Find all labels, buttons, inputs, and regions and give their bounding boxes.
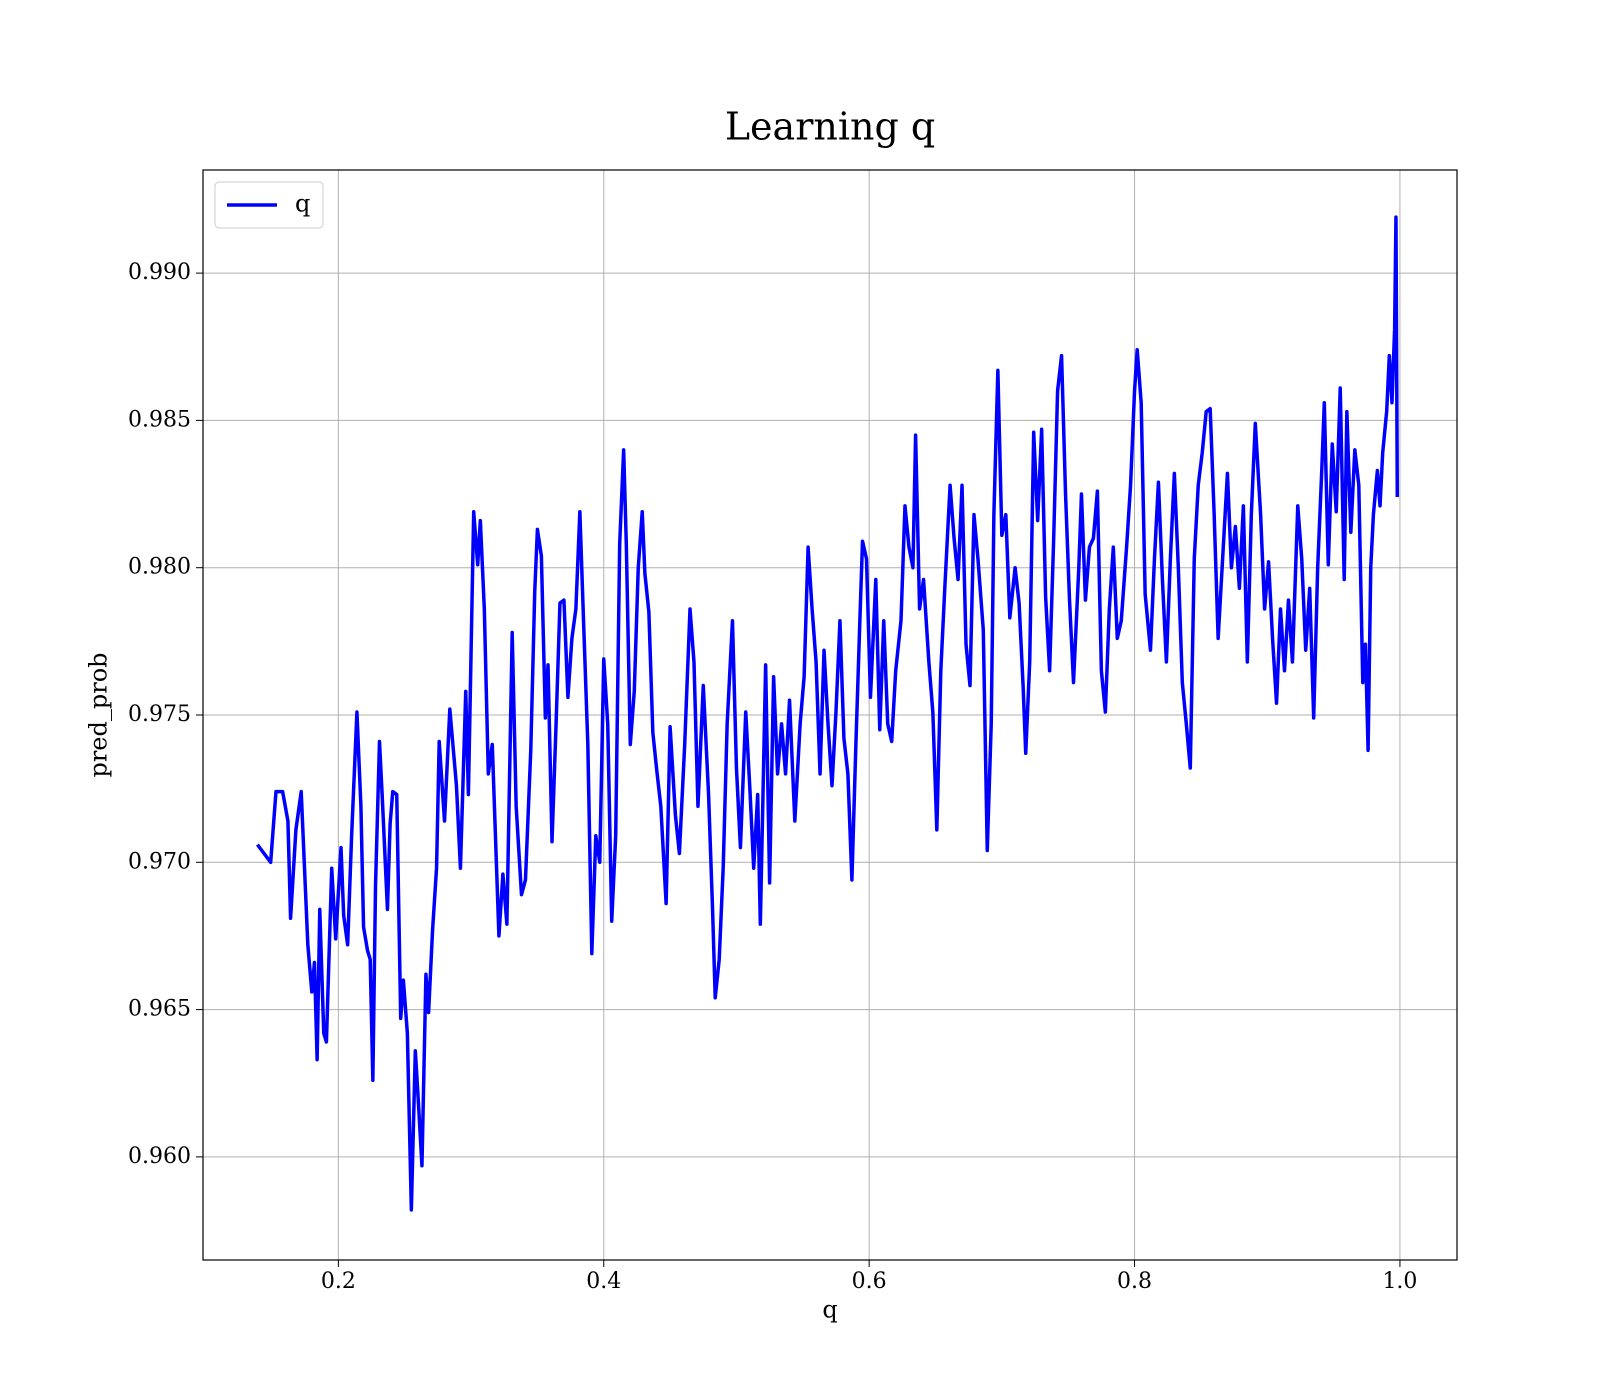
y-tick-label: 0.985 xyxy=(128,407,191,432)
chart-title: Learning q xyxy=(725,105,935,149)
y-tick-label: 0.960 xyxy=(128,1144,191,1169)
x-tick-label: 0.2 xyxy=(321,1269,356,1294)
plot-frame xyxy=(202,169,1458,1261)
data-line xyxy=(256,215,1400,1212)
x-tick-label: 0.8 xyxy=(1117,1269,1152,1294)
y-axis-label: pred_prob xyxy=(85,652,113,777)
x-tick-label: 1.0 xyxy=(1382,1269,1417,1294)
x-tick-label: 0.6 xyxy=(852,1269,887,1294)
y-tick-label: 0.975 xyxy=(128,702,191,727)
x-tick-label: 0.4 xyxy=(586,1269,621,1294)
y-tick-label: 0.990 xyxy=(128,260,191,285)
y-tick-label: 0.980 xyxy=(128,555,191,580)
y-tick-label: 0.965 xyxy=(128,997,191,1022)
x-axis-label: q xyxy=(822,1296,837,1324)
y-tick-label: 0.970 xyxy=(128,849,191,874)
legend-label: q xyxy=(295,190,310,218)
